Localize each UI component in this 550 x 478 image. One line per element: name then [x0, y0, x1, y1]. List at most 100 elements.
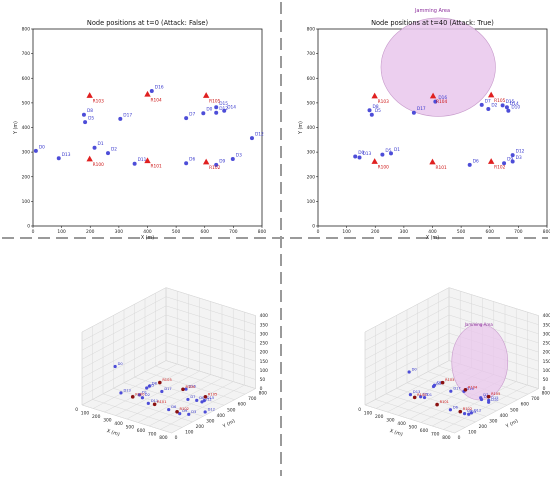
vehicle-node-label: D2 [145, 393, 150, 397]
y-tick-label: 800 [259, 391, 268, 397]
vehicle-node-point [367, 108, 372, 113]
vehicle-node-point [160, 389, 164, 394]
vehicle-node-point [149, 89, 154, 94]
vehicle-node-point [369, 112, 374, 117]
grid-line [364, 287, 539, 333]
vehicle-node-label: D9 [182, 409, 188, 413]
y-tick-label: 300 [307, 150, 316, 156]
x-tick-label: 300 [103, 418, 112, 424]
scatter-panel-t0: Node positions at t=0 (Attack: False) 0 10… [13, 19, 266, 241]
rsu-triangle-point [487, 91, 495, 98]
x-tick-label: 500 [172, 229, 181, 235]
grid-line [364, 314, 539, 360]
vehicle-node-label: D0 [199, 396, 205, 400]
z-tick-label: 200 [543, 350, 550, 356]
rsu-triangle-point [429, 158, 436, 165]
vehicle-node-label: D13 [413, 390, 420, 394]
vehicle-node-label: D6 [453, 405, 459, 409]
vehicle-node-label: D0 [206, 107, 212, 113]
vehicle-node-label: D16 [155, 85, 164, 91]
y-tick-label: 500 [227, 407, 236, 413]
y-tick-label: 800 [542, 391, 550, 397]
grid-line [364, 332, 539, 378]
grid-line [81, 360, 256, 406]
vehicle-node-point [502, 161, 507, 166]
vehicle-node-label: D0 [118, 362, 124, 366]
grid-line [81, 342, 256, 387]
rsu-label: R102 [209, 165, 220, 171]
z-tick-label: 200 [260, 350, 269, 356]
vehicle-node-point [504, 105, 509, 110]
vehicle-node-point [357, 155, 362, 160]
vehicle-node-point [33, 148, 38, 153]
vehicle-node-label: D15 [219, 101, 228, 107]
rsu-label: R101 [440, 400, 449, 404]
vehicle-node-label: D7 [189, 112, 195, 118]
rsu-triangle-point [429, 92, 437, 99]
vehicle-node-point [119, 391, 123, 395]
rsu-triangle-point [202, 92, 210, 98]
vehicle-node-label: D15 [491, 396, 498, 400]
y-tick-label: 300 [489, 418, 498, 424]
y-tick-label: 100 [185, 429, 194, 435]
rsu-point [486, 394, 491, 399]
y-tick-label: 600 [521, 402, 530, 408]
rsu-point [181, 387, 185, 392]
rsu-triangle-point [86, 155, 93, 162]
vehicle-node-label: D14 [227, 104, 236, 110]
vehicle-node-label: D11 [151, 399, 158, 403]
rsu-label: R100 [135, 392, 145, 396]
vehicle-node-label: D7 [483, 393, 488, 397]
y-tick-label: 500 [307, 100, 316, 106]
rsu-label: R100 [93, 162, 104, 168]
y-tick-label: 400 [307, 125, 316, 131]
y-tick-label: 600 [22, 76, 31, 82]
vehicle-node-label: D12 [204, 397, 211, 401]
jamming-area-label: Jamming Area [464, 322, 494, 327]
z-tick-label: 50 [543, 377, 549, 383]
vehicle-node-label: D5 [436, 382, 441, 386]
chart-title: Node positions at t=0 (Attack: False) [87, 19, 208, 27]
y-tick-label: 300 [22, 150, 31, 156]
x-tick-label: 300 [400, 229, 409, 235]
rsu-point [175, 409, 179, 414]
vehicle-node-point [510, 153, 515, 158]
vehicle-node-point [380, 152, 385, 157]
rsu-label: R103 [378, 99, 389, 105]
vehicle-node-label: D1 [394, 147, 400, 153]
y-tick-label: 700 [307, 51, 316, 57]
vehicle-node-point [448, 408, 452, 412]
grid-line [364, 323, 539, 369]
grid-line [81, 351, 256, 397]
rsu-label: R103 [93, 98, 104, 104]
chart-title: Node positions at t=40 (Attack: True) [371, 19, 494, 27]
vehicle-node-point [186, 397, 190, 402]
y-tick-label: 500 [22, 100, 31, 106]
vehicle-node-label: D9 [467, 409, 473, 413]
vehicle-node-point [146, 401, 150, 405]
vehicle-node-point [500, 103, 505, 108]
x-tick-label: 300 [386, 418, 395, 424]
y-axis-label: Y (m) [13, 121, 19, 135]
vehicle-node-point [388, 151, 393, 156]
vehicle-node-label: D12 [516, 149, 525, 155]
vehicle-node-label: D9 [219, 158, 225, 164]
vehicle-node-point [419, 395, 423, 399]
y-tick-label: 400 [22, 125, 31, 131]
vehicle-node-point [140, 396, 145, 400]
z-tick-label: 400 [260, 313, 269, 319]
z-tick-label: 300 [543, 331, 550, 337]
vehicle-node-label: D5 [88, 116, 94, 122]
grid-line [364, 305, 539, 351]
vehicle-node-label: D1 [427, 393, 432, 397]
vehicle-node-point [487, 400, 491, 404]
vehicle-node-point [467, 412, 471, 416]
rsu-triangle-point [86, 92, 93, 98]
x-tick-label: 200 [371, 229, 380, 235]
rsu-label: R102 [463, 407, 472, 411]
grid-line [364, 342, 539, 387]
vehicle-node-point [214, 162, 219, 167]
rsu-point [203, 394, 208, 399]
vehicle-node-point [132, 161, 137, 166]
